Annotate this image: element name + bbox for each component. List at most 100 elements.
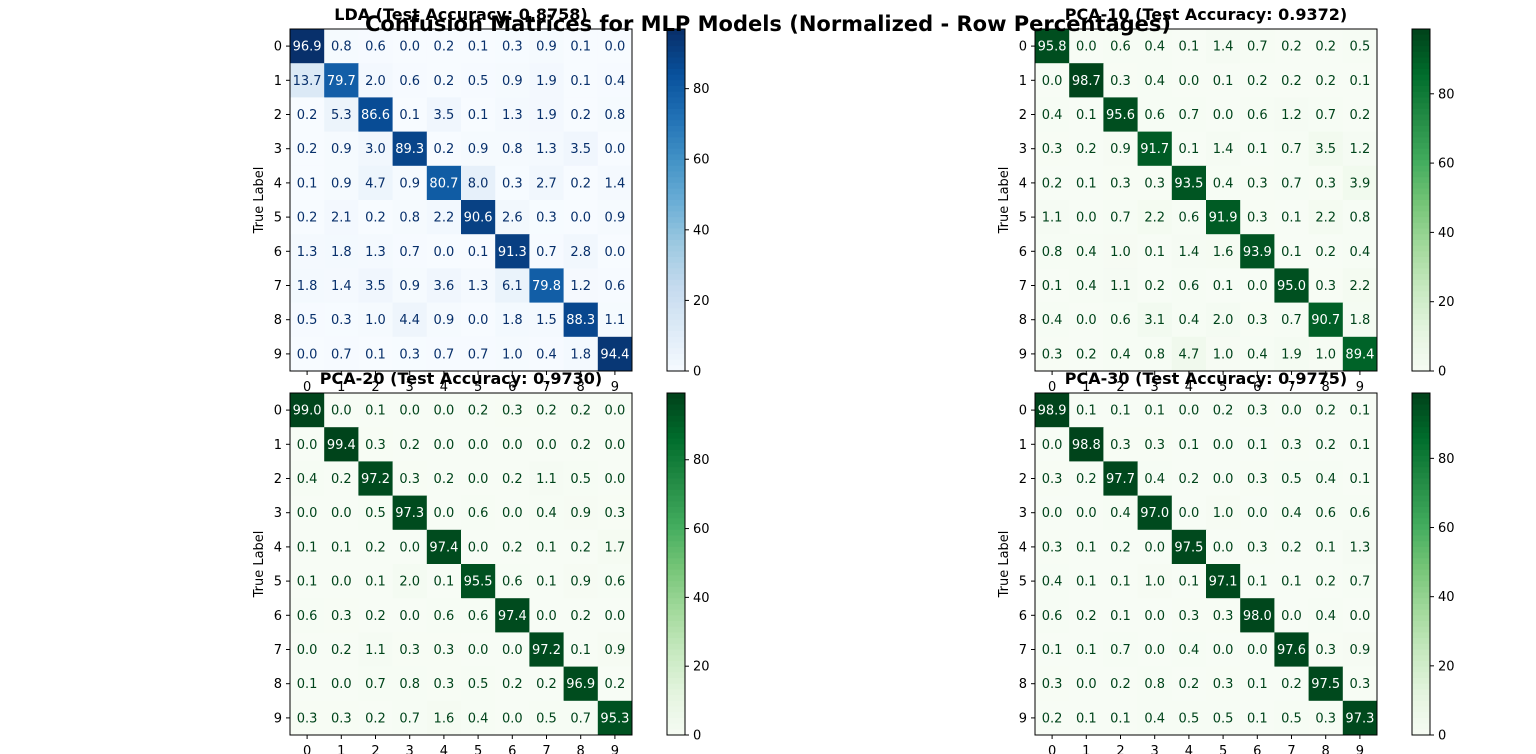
cell-value-label: 0.4 [1144, 40, 1165, 55]
heatmap-cell [1308, 529, 1344, 565]
cell-value-label: 0.1 [536, 540, 557, 555]
heatmap-cell [1171, 393, 1207, 428]
heatmap-cell [461, 461, 496, 497]
cell-value-label: 0.1 [570, 74, 591, 89]
cell-value-label: 0.0 [399, 540, 420, 555]
cell-value-label: 0.1 [1042, 643, 1063, 658]
heatmap-cell [529, 63, 565, 98]
heatmap-cell [1171, 234, 1207, 269]
heatmap-cell [324, 63, 359, 98]
heatmap-cell [358, 336, 394, 372]
cell-value-label: 0.2 [434, 40, 455, 55]
colorbar-segment [667, 154, 685, 161]
y-tick-label: 0 [1019, 40, 1027, 55]
colorbar-segment [1412, 274, 1430, 281]
colorbar-segment [1412, 546, 1430, 554]
cell-value-label: 0.0 [1042, 74, 1063, 89]
heatmap-cell [1342, 302, 1378, 338]
cell-value-label: 2.2 [1350, 279, 1371, 294]
colorbar-segment [667, 455, 685, 462]
colorbar-segment [1412, 165, 1430, 173]
cell-value-label: 0.2 [570, 108, 591, 123]
cell-value-label: 1.8 [1350, 313, 1371, 328]
heatmap-cell [1308, 700, 1344, 736]
heatmap-cell [1206, 700, 1241, 736]
heatmap-cell [1035, 427, 1070, 462]
cell-value-label: 0.1 [1076, 540, 1097, 555]
heatmap-cell [563, 131, 599, 167]
heatmap-cell [1103, 529, 1139, 565]
cell-value-label: 0.9 [331, 176, 352, 191]
heatmap-cell [563, 393, 599, 428]
cell-value-label: 0.5 [1281, 711, 1302, 726]
cell-value-label: 0.3 [1213, 677, 1234, 692]
heatmap-cell [358, 165, 394, 201]
colorbar-segment [667, 410, 685, 417]
y-tick-label: 3 [1019, 142, 1027, 157]
heatmap-cell [495, 165, 530, 201]
colorbar-segment [1412, 97, 1430, 104]
heatmap-cell [358, 529, 394, 565]
colorbar-segment [1412, 262, 1430, 269]
heatmap-cell [1069, 666, 1104, 702]
cell-value-label: 0.3 [1315, 176, 1336, 191]
cell-value-label: 0.7 [1350, 575, 1371, 590]
cell-value-label: 0.1 [1213, 74, 1234, 89]
colorbar-segment [667, 342, 685, 349]
colorbar-segment [667, 432, 685, 440]
heatmap-cell [1171, 461, 1207, 497]
cell-value-label: 0.3 [1042, 472, 1063, 487]
colorbar: 0 20 40 60 80 [1411, 28, 1455, 380]
cell-value-label: 1.8 [331, 245, 352, 260]
cell-value-label: 0.2 [570, 609, 591, 624]
colorbar-segment [1412, 444, 1430, 451]
x-tick-label: 3 [406, 744, 414, 754]
cell-value-label: 0.2 [1315, 40, 1336, 55]
heatmap-cell [597, 529, 633, 565]
heatmap-cell [392, 598, 428, 633]
colorbar-segment [1412, 581, 1430, 588]
heatmap-cell [597, 427, 633, 462]
cell-value-label: 0.2 [502, 472, 523, 487]
cell-value-label: 0.2 [365, 711, 386, 726]
cell-value-label: 0.2 [1281, 677, 1302, 692]
heatmap-cell [324, 336, 359, 372]
cell-value-label: 2.2 [434, 211, 455, 226]
heatmap-cell [563, 700, 599, 736]
heatmap-cell [324, 302, 359, 338]
colorbar-segment [667, 507, 685, 514]
heatmap-cell [290, 165, 325, 201]
colorbar-segment [1412, 205, 1430, 212]
cell-value-label: 0.3 [331, 711, 352, 726]
heatmap-cell [563, 427, 599, 462]
y-tick-label: 9 [274, 347, 282, 362]
heatmap-cell [461, 234, 496, 269]
heatmap-cell [1137, 97, 1173, 133]
cell-value-label: 0.5 [570, 472, 591, 487]
cell-value-label: 0.2 [434, 74, 455, 89]
heatmap-cell [1274, 598, 1310, 633]
cell-value-label: 3.5 [365, 279, 386, 294]
cell-value-label: 4.7 [1179, 347, 1200, 362]
cell-value-label: 1.8 [297, 279, 318, 294]
colorbar-segment [1412, 353, 1430, 361]
cell-value-label: 2.2 [1315, 211, 1336, 226]
heatmap-cell [1069, 165, 1104, 201]
heatmap-cell [563, 200, 599, 235]
x-tick-label: 9 [1356, 744, 1364, 754]
cell-value-label: 2.2 [1144, 211, 1165, 226]
heatmap-cell [1035, 598, 1070, 633]
colorbar-segment [667, 512, 685, 519]
heatmap-cell [1274, 165, 1310, 201]
heatmap-cell [1274, 131, 1310, 167]
cell-value-label: 0.1 [1247, 142, 1268, 157]
heatmap-cell [1137, 461, 1173, 497]
cell-value-labels: 99.0 0.0 0.1 0.0 0.0 0.2 0.3 0.2 0.2 0.0 0.0 99.4 0.… [293, 404, 630, 727]
colorbar-segment [1412, 211, 1430, 218]
cell-value-label: 0.2 [536, 677, 557, 692]
cell-value-label: 0.3 [399, 472, 420, 487]
colorbar-segment [1412, 700, 1430, 708]
heatmap-cell [1137, 427, 1173, 462]
colorbar-tick-label: 20 [1438, 295, 1455, 310]
colorbar-segment [667, 393, 685, 400]
